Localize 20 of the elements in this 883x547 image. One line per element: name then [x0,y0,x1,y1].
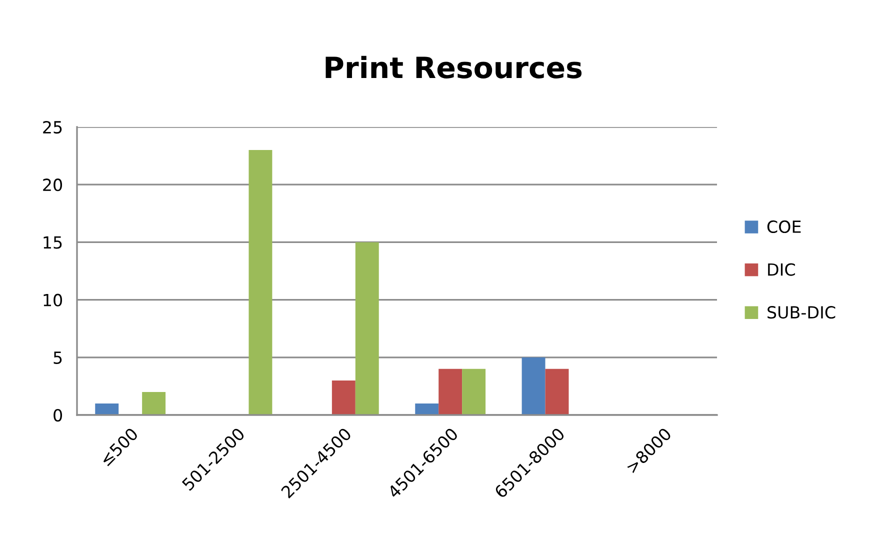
bar [95,403,119,415]
chart-title: Print Resources [326,56,582,78]
y-tick-label: 15 [44,236,62,249]
bar [522,357,546,415]
bar [462,368,486,415]
y-tick-label: 25 [43,120,62,134]
bar [248,150,272,415]
bar [415,403,439,415]
bar [142,392,166,415]
bar [355,242,379,415]
y-tick-label: 10 [44,294,62,306]
y-tick-label: 0 [54,408,62,422]
bar [438,368,462,415]
bar [545,368,569,415]
legend-label: COE [767,220,801,234]
legend-label: DIC [768,263,795,276]
y-tick-label: 5 [54,352,62,364]
bar [332,380,356,415]
y-tick-label: 20 [43,178,62,192]
legend-label: SUB-DIC [768,306,836,319]
